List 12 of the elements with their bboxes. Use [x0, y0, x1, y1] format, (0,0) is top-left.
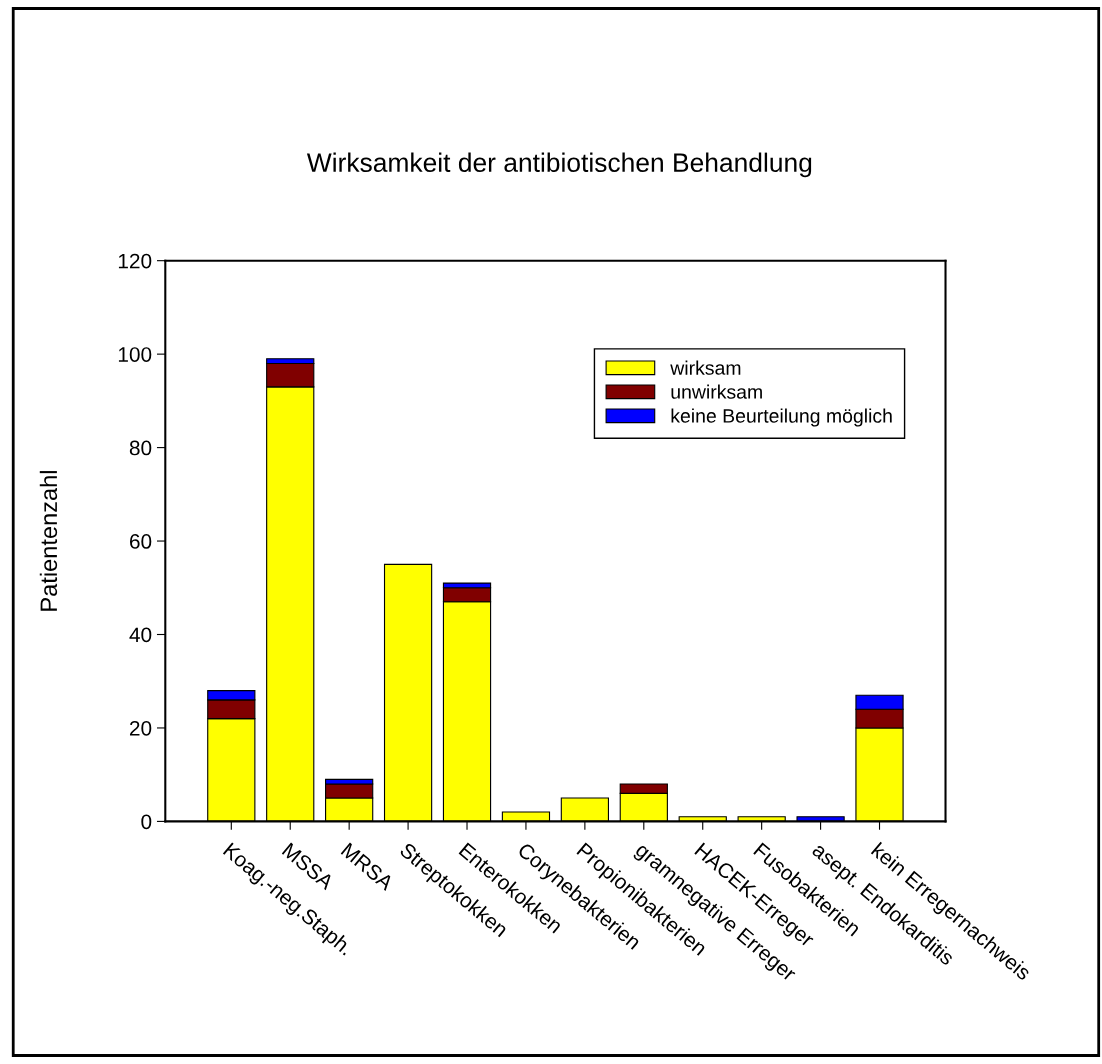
y-tick-label: 80	[129, 440, 152, 456]
legend-label: unwirksam	[671, 384, 762, 399]
legend-label: wirksam	[670, 360, 741, 375]
y-tick-label: 60	[129, 534, 152, 549]
y-tick-label: 100	[118, 347, 152, 362]
y-tick-label: 0	[141, 814, 152, 830]
y-tick-label: 120	[118, 253, 152, 269]
y-tick-label: 40	[129, 627, 152, 643]
legend-label: keine Beurteilung möglich	[671, 408, 892, 427]
y-tick-label: 20	[129, 720, 152, 736]
y-axis-title: Patientenzahl	[39, 471, 58, 611]
chart-title: Wirksamkeit der antibiotischen Behandlung	[306, 152, 812, 178]
